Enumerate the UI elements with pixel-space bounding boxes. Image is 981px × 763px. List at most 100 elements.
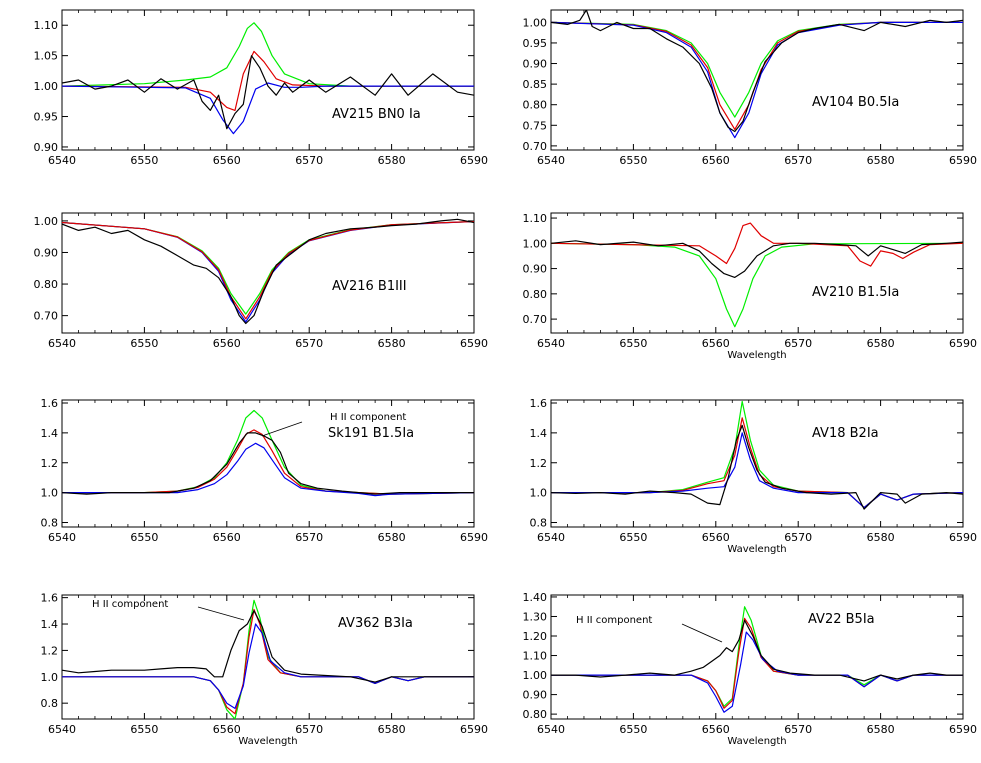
hii-pointer-line — [197, 606, 245, 621]
spectrum-label: AV216 B1III — [332, 279, 407, 294]
series-line-3 — [62, 623, 474, 709]
panel-4: 6540 6550 6560 6570 6580 6590 0.70 0.80 0.90 1.00… — [523, 212, 978, 361]
x-tick-label: 6540 — [537, 723, 565, 736]
y-tick-label: 1.10 — [34, 19, 59, 32]
series-line-4 — [62, 610, 474, 683]
spectrum-label: Sk191 B1.5Ia — [328, 426, 414, 441]
series-line-1 — [62, 220, 474, 315]
series-line-4 — [62, 55, 474, 130]
x-tick-label: 6560 — [213, 337, 241, 350]
x-tick-label: 6580 — [378, 337, 406, 350]
series-line-4 — [551, 424, 963, 510]
y-tick-label: 1.4 — [41, 427, 59, 440]
series-line-3 — [551, 432, 963, 509]
x-tick-label: 6540 — [537, 337, 565, 350]
x-axis-label: Wavelength — [238, 736, 297, 747]
panel-5: 6540 6550 6560 6570 6580 6590 0.8 1.0 1.2 1.4 1.6 S… — [41, 397, 489, 544]
y-tick-label: 0.80 — [523, 99, 548, 112]
y-tick-label: 0.95 — [523, 37, 548, 50]
y-tick-label: 0.70 — [523, 140, 548, 153]
x-tick-label: 6590 — [949, 531, 977, 544]
x-tick-label: 6580 — [378, 154, 406, 167]
x-tick-label: 6560 — [702, 531, 730, 544]
x-tick-label: 6570 — [784, 723, 812, 736]
hii-component-label: H II component — [576, 615, 652, 626]
x-tick-label: 6540 — [48, 337, 76, 350]
y-tick-label: 1.6 — [41, 592, 59, 605]
y-tick-label: 1.2 — [41, 457, 59, 470]
series-line-2 — [551, 222, 963, 267]
y-tick-label: 1.00 — [34, 80, 59, 93]
x-tick-label: 6590 — [460, 337, 488, 350]
series-line-3 — [62, 82, 474, 135]
x-tick-label: 6580 — [867, 154, 895, 167]
series-line-3 — [62, 442, 474, 497]
y-tick-label: 0.90 — [523, 58, 548, 71]
y-tick-label: 1.6 — [530, 397, 548, 410]
x-tick-label: 6570 — [295, 154, 323, 167]
x-tick-label: 6580 — [867, 337, 895, 350]
series-line-1 — [551, 21, 963, 118]
series-line-4 — [551, 10, 963, 133]
y-tick-label: 0.70 — [523, 313, 548, 326]
x-tick-label: 6570 — [295, 723, 323, 736]
x-tick-label: 6540 — [48, 531, 76, 544]
x-tick-label: 6590 — [460, 154, 488, 167]
plot-frame — [61, 212, 475, 334]
y-tick-label: 0.80 — [523, 708, 548, 721]
plot-frame — [61, 594, 475, 720]
series-line-1 — [62, 22, 474, 87]
spectrum-label: AV18 B2Ia — [812, 426, 879, 441]
series-line-1 — [551, 400, 963, 509]
series-line-2 — [62, 220, 474, 323]
series-line-3 — [551, 21, 963, 139]
x-tick-label: 6550 — [130, 531, 158, 544]
series-line-1 — [62, 409, 474, 495]
x-tick-label: 6560 — [213, 531, 241, 544]
y-tick-label: 0.90 — [523, 263, 548, 276]
x-axis-label: Wavelength — [727, 350, 786, 361]
x-tick-label: 6540 — [48, 154, 76, 167]
spectrum-label: AV104 B0.5Ia — [812, 95, 899, 110]
y-tick-label: 0.95 — [34, 111, 59, 124]
x-tick-label: 6570 — [784, 531, 812, 544]
x-tick-label: 6550 — [619, 723, 647, 736]
y-tick-label: 0.85 — [523, 78, 548, 91]
y-tick-label: 1.10 — [523, 212, 548, 225]
x-tick-label: 6570 — [784, 337, 812, 350]
y-tick-label: 0.80 — [523, 288, 548, 301]
panel-6: 6540 6550 6560 6570 6580 6590 0.8 1.0 1.2 1.4 1.6 A… — [530, 397, 978, 555]
y-tick-label: 0.90 — [34, 141, 59, 154]
series-line-2 — [62, 50, 474, 111]
x-tick-label: 6570 — [295, 531, 323, 544]
x-tick-label: 6560 — [702, 723, 730, 736]
panel-7: 6540 6550 6560 6570 6580 6590 0.8 1.0 1.2 1.4 1.6 A… — [41, 592, 489, 747]
y-tick-label: 1.40 — [523, 591, 548, 604]
series-line-4 — [551, 619, 963, 682]
x-tick-label: 6570 — [295, 337, 323, 350]
y-tick-label: 0.90 — [34, 246, 59, 259]
y-tick-label: 1.05 — [34, 50, 59, 63]
hii-component-label: H II component — [92, 599, 168, 610]
panel-3: 6540 6550 6560 6570 6580 6590 0.70 0.80 0.90 1.00… — [34, 212, 488, 350]
y-tick-label: 0.8 — [530, 517, 548, 530]
y-tick-label: 0.80 — [34, 278, 59, 291]
x-axis-label: Wavelength — [727, 736, 786, 747]
plot-frame — [550, 399, 964, 528]
hii-pointer-line — [261, 421, 303, 437]
x-tick-label: 6560 — [702, 154, 730, 167]
x-tick-label: 6550 — [619, 337, 647, 350]
x-tick-label: 6590 — [949, 337, 977, 350]
y-tick-label: 1.2 — [530, 457, 548, 470]
x-tick-label: 6550 — [130, 154, 158, 167]
x-tick-label: 6550 — [619, 531, 647, 544]
spectrum-label: AV362 B3Ia — [338, 616, 413, 631]
y-tick-label: 1.0 — [41, 671, 59, 684]
plot-frame — [550, 9, 964, 151]
x-tick-label: 6570 — [784, 154, 812, 167]
series-line-4 — [62, 218, 474, 325]
x-tick-label: 6560 — [213, 723, 241, 736]
y-tick-label: 0.75 — [523, 119, 548, 132]
panel-2: 6540 6550 6560 6570 6580 6590 0.70 0.75 0.80 0.85… — [523, 9, 977, 167]
series-line-2 — [551, 617, 963, 709]
